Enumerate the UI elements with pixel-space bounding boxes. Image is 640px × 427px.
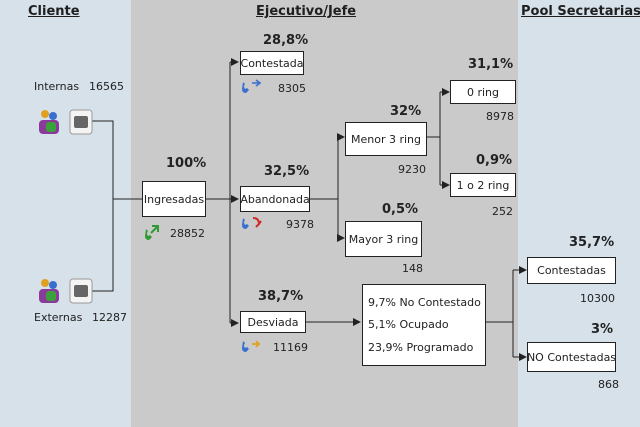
incoming-call-icon: [145, 225, 159, 240]
abandoned-call-icon: [242, 217, 262, 229]
internal-label: Internas: [34, 80, 80, 93]
desvio-detail-box: 9,7% No Contestado 5,1% Ocupado 23,9% Pr…: [362, 284, 486, 366]
detail-no-contestado: 9,7% No Contestado: [368, 295, 481, 309]
desviada-count: 11169: [273, 341, 308, 354]
contestada-count: 8305: [278, 82, 306, 95]
desviada-box: Desviada: [240, 311, 306, 333]
client-header: Cliente: [28, 4, 80, 19]
contestada-box: Contestada: [240, 51, 304, 75]
pool-no-contestadas-count: 868: [598, 378, 619, 391]
pool-no-contestadas-pct: 3%: [591, 322, 614, 337]
ring0-pct: 31,1%: [468, 57, 514, 72]
menor3-count: 9230: [398, 163, 426, 176]
pool-contestadas-box: Contestadas: [527, 257, 616, 284]
pool-no-contestadas-box: NO Contestadas: [527, 342, 616, 372]
abandonada-count: 9378: [286, 218, 314, 231]
external-label: Externas: [34, 311, 83, 324]
pool-contestadas-pct: 35,7%: [569, 235, 615, 250]
external-count: 12287: [92, 311, 127, 324]
external-users-phone-icon: [39, 278, 93, 304]
detail-programado: 23,9% Programado: [368, 341, 474, 355]
internal-users-phone-icon: [39, 109, 93, 135]
mayor3-pct: 0,5%: [382, 202, 419, 217]
ingresadas-box: Ingresadas: [142, 181, 206, 217]
pool-contestadas-count: 10300: [580, 292, 615, 305]
ring0-box: 0 ring: [450, 80, 516, 104]
ring0-count: 8978: [486, 110, 514, 123]
detail-ocupado: 5,1% Ocupado: [368, 318, 449, 332]
internal-count: 16565: [89, 80, 124, 93]
menor3-box: Menor 3 ring: [345, 122, 427, 156]
ingresadas-count: 28852: [170, 227, 205, 240]
ring12-count: 252: [492, 205, 513, 218]
menor3-pct: 32%: [390, 104, 422, 119]
pool-header: Pool Secretarias: [521, 4, 640, 19]
contestada-pct: 28,8%: [263, 33, 309, 48]
mayor3-box: Mayor 3 ring: [345, 221, 422, 257]
answered-call-icon: [242, 79, 262, 93]
executive-header: Ejecutivo/Jefe: [256, 4, 357, 19]
desviada-pct: 38,7%: [258, 289, 304, 304]
abandonada-box: Abandonada: [240, 186, 310, 212]
abandonada-pct: 32,5%: [264, 164, 310, 179]
client-column: [0, 0, 131, 427]
mayor3-count: 148: [402, 262, 423, 275]
ingresadas-pct: 100%: [166, 156, 207, 171]
forwarded-call-icon: [242, 340, 261, 352]
ring12-pct: 0,9%: [476, 153, 513, 168]
ring12-box: 1 o 2 ring: [450, 173, 516, 197]
